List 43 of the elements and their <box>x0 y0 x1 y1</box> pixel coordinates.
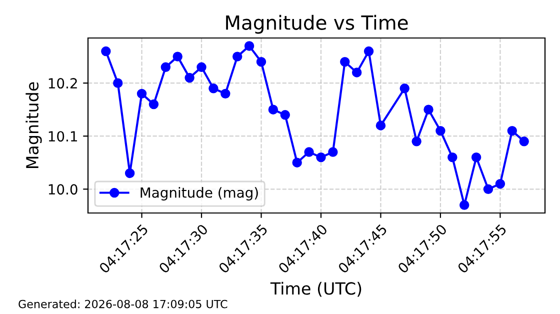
y-tick-label: 10.1 <box>48 131 77 142</box>
point <box>136 88 147 99</box>
point <box>471 152 482 162</box>
point <box>268 104 278 114</box>
point <box>113 78 123 88</box>
point <box>424 104 434 114</box>
point <box>280 110 290 120</box>
point <box>160 62 171 72</box>
point <box>256 57 266 67</box>
point <box>376 120 386 130</box>
point <box>292 158 302 168</box>
point <box>519 136 529 146</box>
point <box>340 57 350 67</box>
point <box>507 126 518 136</box>
point <box>304 147 314 157</box>
point <box>232 52 242 62</box>
point <box>495 178 506 189</box>
point <box>436 126 446 136</box>
point <box>400 84 410 94</box>
point <box>148 99 159 110</box>
point <box>220 88 230 99</box>
point <box>208 84 218 94</box>
text: Generated: 2026-08-08 17:09:05 UTC <box>18 300 228 308</box>
point <box>448 152 458 162</box>
point <box>244 41 254 51</box>
x-axis-title: Time (UTC) <box>270 282 362 297</box>
point <box>364 46 374 56</box>
point <box>328 147 338 157</box>
y-axis-title: Magnitude <box>26 82 42 168</box>
point <box>316 152 326 162</box>
chart-title: Magnitude vs Time <box>226 14 408 34</box>
point <box>412 136 422 146</box>
y-tick-label: 10.0 <box>48 184 78 195</box>
y-tick-label: 10.2 <box>48 78 77 89</box>
point <box>352 68 362 78</box>
point <box>124 168 135 178</box>
point <box>196 62 206 72</box>
point <box>101 46 111 56</box>
point <box>172 52 182 62</box>
point <box>184 72 194 83</box>
point <box>459 200 470 210</box>
legend-label: Magnitude (mag) <box>140 187 258 200</box>
point <box>483 184 494 194</box>
